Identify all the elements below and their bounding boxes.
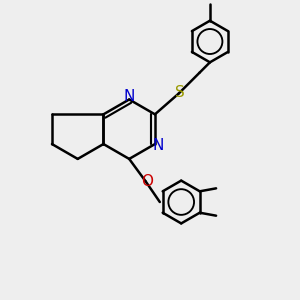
Text: S: S bbox=[175, 85, 185, 100]
Text: O: O bbox=[141, 174, 153, 189]
Text: N: N bbox=[124, 89, 135, 104]
Text: N: N bbox=[152, 138, 164, 153]
